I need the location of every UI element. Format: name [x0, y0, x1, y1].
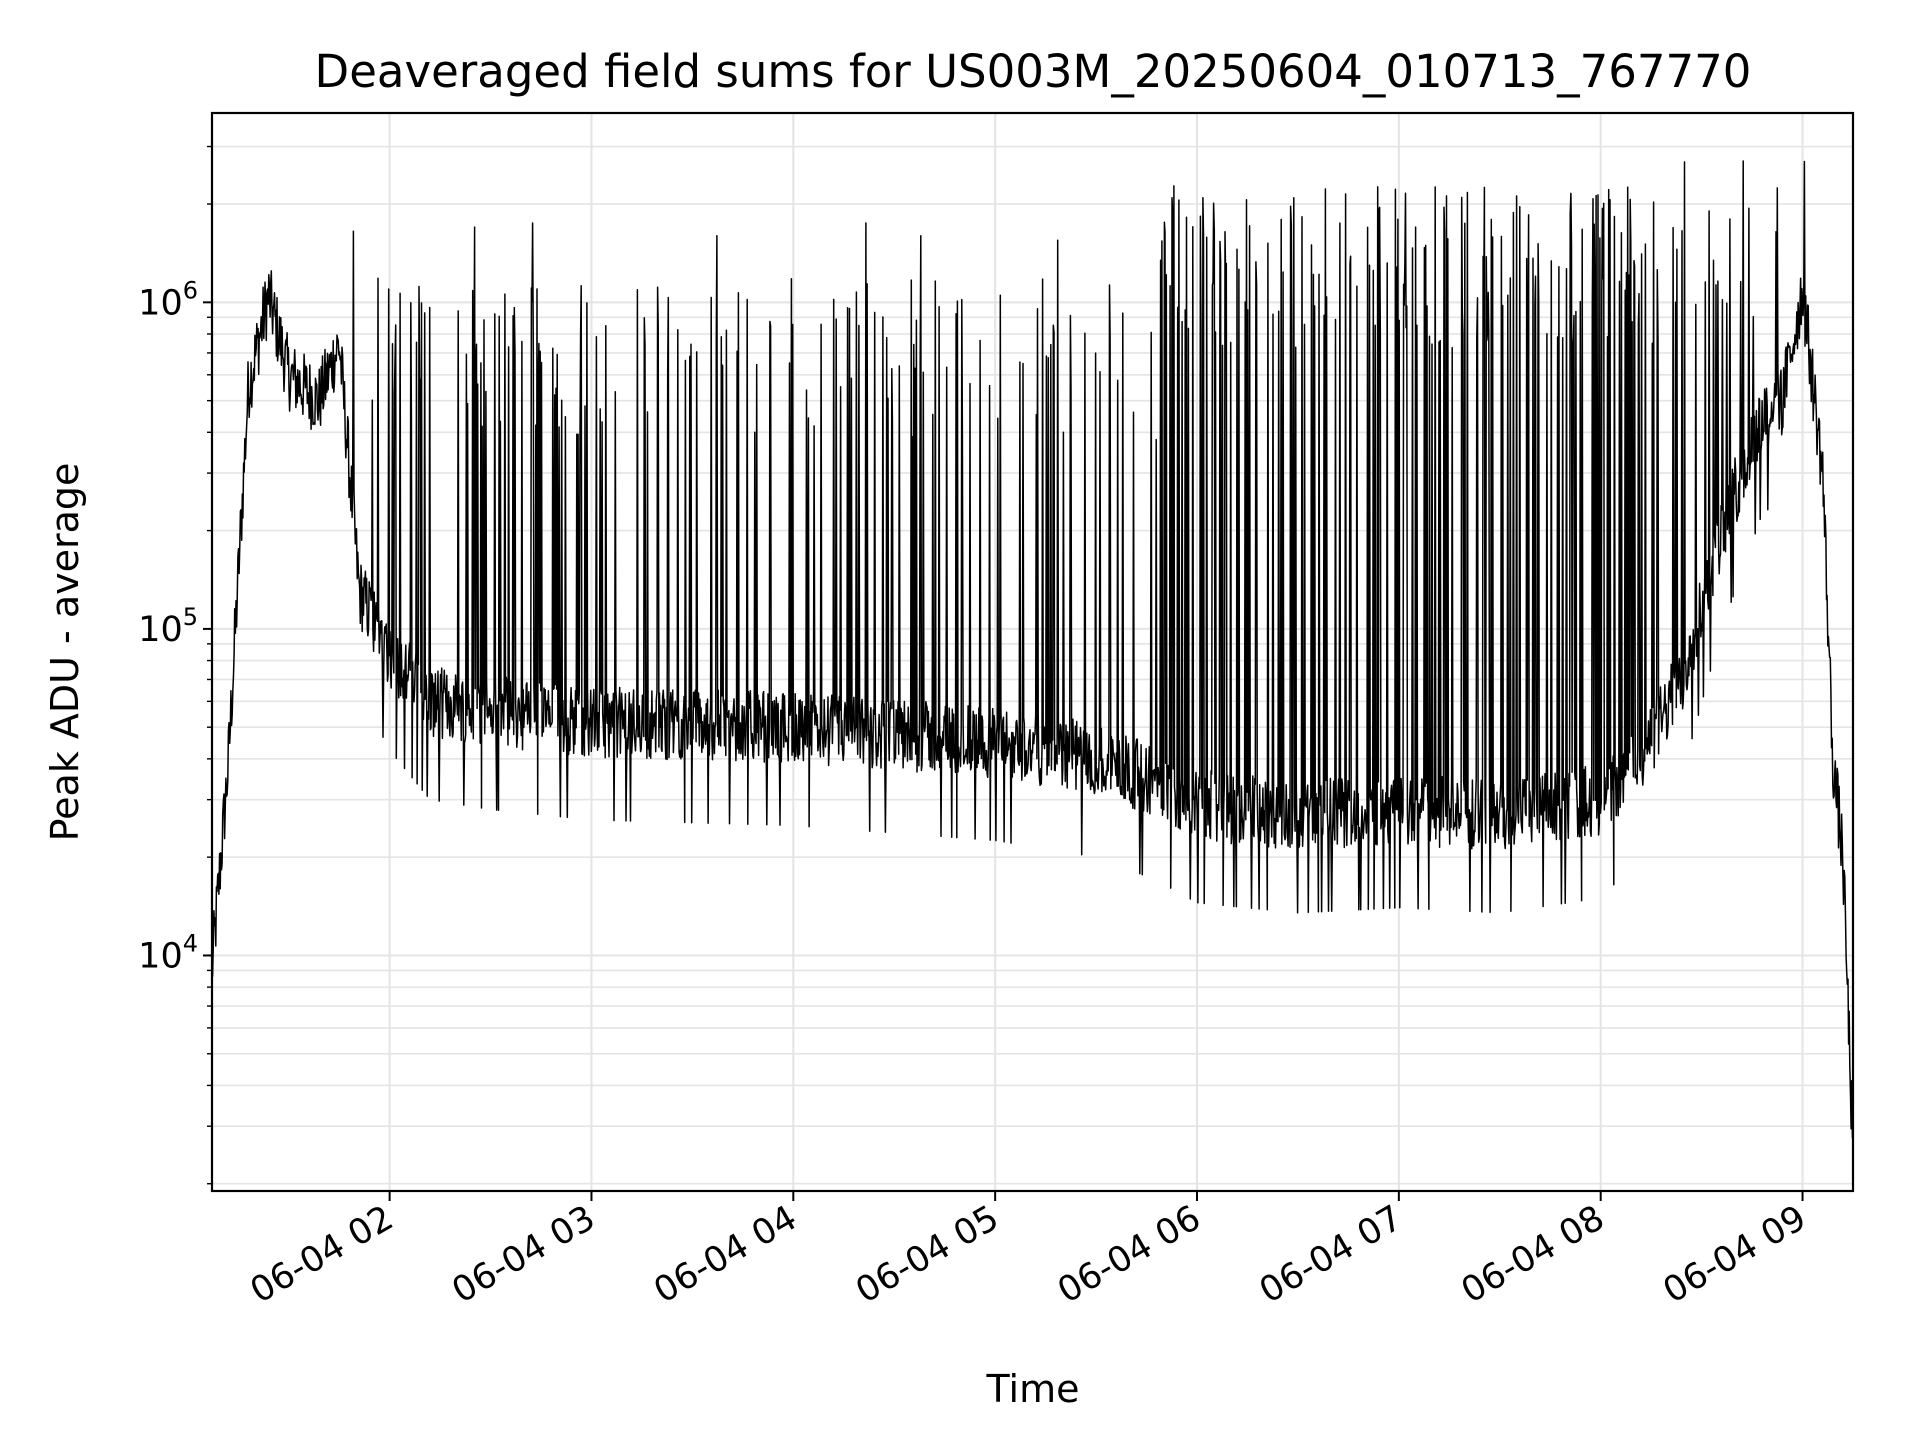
series [211, 160, 1854, 1139]
y-axis-label: Peak ADU - average [43, 463, 87, 842]
y-tick-label: 105 [138, 603, 198, 650]
y-tick-label: 106 [138, 276, 198, 323]
series-line [211, 160, 1854, 1139]
y-axis-ticks: 104 105 106 [138, 145, 212, 1185]
x-axis-label: Time [986, 1367, 1080, 1411]
y-tick-label: 104 [138, 929, 198, 976]
plot-frame [210, 111, 1855, 1193]
chart-title: Deaveraged field sums for US003M_2025060… [315, 45, 1752, 98]
